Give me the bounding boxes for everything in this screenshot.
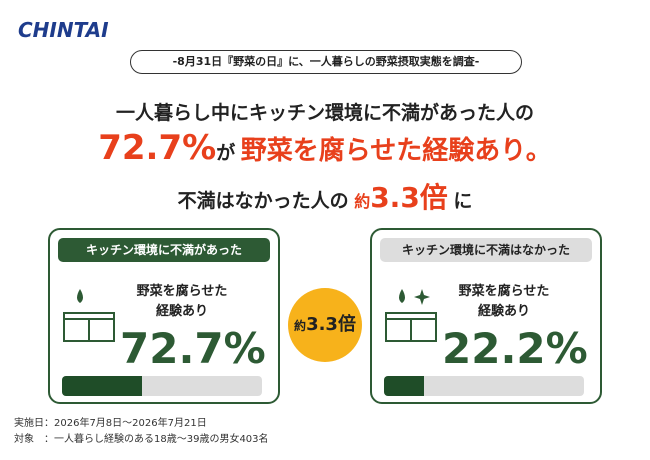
panel-text: 野菜を腐らせた [458, 284, 550, 299]
headline-line2: 72.7%が 野菜を腐らせた経験あり。 [0, 128, 650, 168]
panel-header: キッチン環境に不満があった [58, 238, 270, 262]
badge: 約3.3倍 [288, 288, 362, 362]
headline-rate: 72.7% [98, 128, 217, 168]
panel: キッチン環境に不満はなかった 野菜を腐らせた 経験あり 22.2% [370, 228, 602, 404]
footer-date: 実施日：2026年7月8日～2026年7月21日 [14, 418, 207, 429]
headline-about: 約 [354, 192, 371, 211]
panel-text: 経験あり [477, 304, 530, 319]
headline-line1: 一人暮らし中にキッチン環境に不満があった人の [115, 102, 534, 124]
panel: キッチン環境に不満があった 野菜を腐らせた 経験あり 72.7% [48, 228, 280, 404]
headline-lead: 不満はなかった人の [177, 190, 349, 212]
bar-fill [384, 376, 424, 396]
panel-value: 22.2% [442, 324, 588, 373]
headline-ratio: 3.3倍 [370, 181, 448, 214]
logo: CHINTAI [18, 18, 109, 42]
subtitle: -8月31日『野菜の日』に、一人暮らしの野菜摂取実態を調査- [130, 50, 522, 74]
bar-fill [62, 376, 142, 396]
badge-about: 約 [294, 319, 307, 333]
panel-text: 野菜を腐らせた [136, 284, 228, 299]
badge-ratio: 3.3倍 [306, 314, 356, 335]
bar-track [384, 376, 584, 396]
kitchen-icon [385, 289, 437, 342]
panel-header: キッチン環境に不満はなかった [380, 238, 592, 262]
kitchen-icon [63, 289, 115, 342]
headline-tail: に [453, 190, 473, 212]
bar-track [62, 376, 262, 396]
footer-target: 対象 ：一人暮らし経験のある18歳～39歳の男女403名 [14, 434, 269, 445]
headline-result: 野菜を腐らせた経験あり。 [240, 136, 552, 166]
headline-line3: 不満はなかった人の 約3.3倍 に [0, 176, 650, 216]
panel-text: 経験あり [155, 304, 208, 319]
headline-particle: が [216, 142, 236, 164]
panel-value: 72.7% [120, 324, 266, 373]
